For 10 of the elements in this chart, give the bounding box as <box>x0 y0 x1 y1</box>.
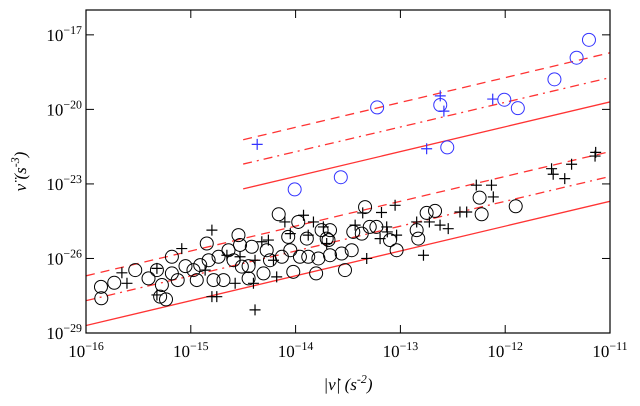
x-axis-title: |ν̇| (s$^{-2}$) <box>324 372 373 394</box>
y-tick-label: 10$^{−20}$ <box>46 97 82 120</box>
y-tick-label: 10$^{−17}$ <box>46 22 82 45</box>
x-tick-label: 10$^{−15}$ <box>172 339 209 361</box>
x-tick-label: 10$^{−12}$ <box>487 339 524 361</box>
x-tick-label: 10$^{−11}$ <box>592 339 628 361</box>
y-tick-label: 10$^{−26}$ <box>46 246 82 268</box>
x-tick-label: 10$^{−14}$ <box>278 339 314 361</box>
x-tick-label: 10$^{−13}$ <box>382 339 418 361</box>
y-tick-label: 10$^{−23}$ <box>46 172 82 194</box>
